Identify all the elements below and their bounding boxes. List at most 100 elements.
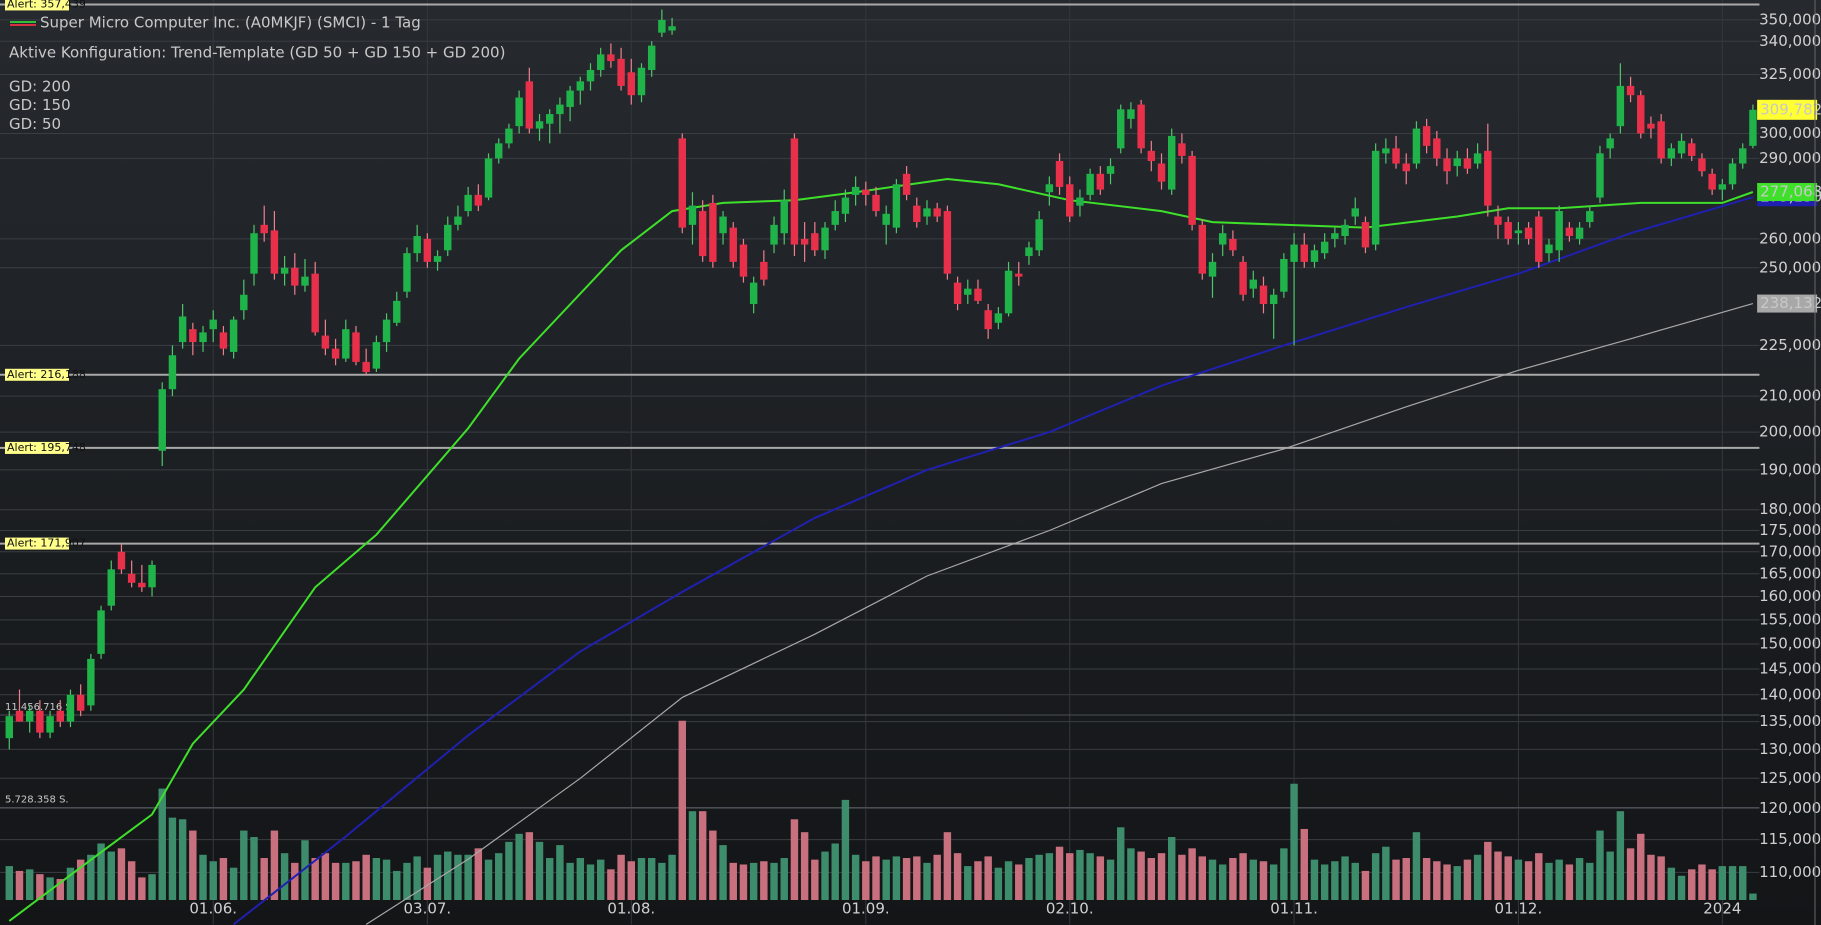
candle-body	[1055, 160, 1064, 187]
volume-bar	[933, 854, 941, 900]
candle-body	[342, 329, 350, 359]
candle-body	[1117, 109, 1125, 149]
volume-bar	[821, 851, 829, 900]
volume-bar	[352, 861, 360, 900]
candle-body	[56, 710, 64, 722]
moving-average-line	[232, 196, 1754, 925]
y-tick-label: 175,000	[1759, 521, 1821, 539]
volume-bar	[872, 856, 880, 900]
volume-bar	[1728, 866, 1737, 900]
candle-body	[209, 319, 217, 330]
volume-bar	[56, 879, 64, 900]
candle-body	[484, 158, 493, 198]
volume-bar	[280, 853, 289, 900]
volume-bar	[403, 862, 411, 900]
candle-body	[617, 58, 625, 86]
volume-bar	[1371, 853, 1380, 900]
chart-title: Super Micro Computer Inc. (A0MKJF) (SMCI…	[40, 14, 421, 32]
volume-bar	[515, 833, 523, 900]
volume-bar	[698, 811, 707, 900]
candle-body	[1402, 163, 1410, 172]
volume-bar	[1433, 861, 1441, 900]
volume-bar	[301, 840, 309, 900]
y-tick-label: 125,000	[1759, 769, 1821, 787]
volume-bar	[454, 854, 462, 900]
candle-body	[1167, 135, 1176, 190]
candle-body	[892, 184, 901, 228]
volume-bar	[647, 858, 656, 900]
candle-body	[1361, 222, 1370, 248]
moving-average-line	[365, 303, 1754, 925]
candle-body	[474, 194, 483, 206]
candle-body	[872, 194, 880, 212]
volume-bar	[1524, 861, 1533, 900]
candle-body	[596, 54, 605, 70]
volume-bar	[1361, 870, 1370, 900]
candle-body	[1545, 244, 1553, 254]
candle-body	[1249, 279, 1258, 289]
candle-body	[250, 233, 258, 274]
candle-body	[1484, 150, 1492, 206]
candle-body	[770, 224, 778, 245]
candle-body	[760, 261, 768, 280]
volume-bar	[1310, 859, 1319, 900]
candle-body	[627, 72, 636, 96]
volume-bar	[1616, 811, 1625, 900]
candle-body	[862, 189, 870, 195]
volume-bar	[127, 861, 136, 900]
candle-body	[780, 200, 788, 234]
candle-body	[923, 208, 931, 217]
volume-bar	[1157, 853, 1166, 900]
candle-body	[321, 335, 330, 349]
candle-body	[729, 227, 737, 262]
candle-body	[311, 273, 319, 333]
candle-body	[46, 716, 54, 733]
y-tick-label: 140,000	[1759, 685, 1821, 703]
candle-body	[1504, 222, 1512, 239]
candle-body	[240, 294, 248, 311]
volume-bar	[1249, 859, 1258, 900]
candle-body	[168, 355, 177, 390]
candle-body	[637, 67, 646, 96]
volume-bar	[1269, 864, 1278, 900]
candle-body	[994, 313, 1003, 323]
candle-body	[1198, 224, 1207, 274]
volume-bar	[1422, 858, 1431, 900]
y-tick-label: 200,000	[1759, 423, 1821, 441]
candle-body	[1433, 138, 1441, 159]
volume-bar	[362, 854, 370, 900]
candle-body	[1229, 238, 1237, 251]
volume-bar	[1688, 869, 1696, 900]
volume-bar	[46, 877, 54, 900]
volume-bar	[1494, 851, 1502, 900]
candle-body	[1667, 148, 1676, 159]
volume-bar	[658, 862, 666, 900]
candle-body	[739, 244, 748, 277]
volume-bar	[566, 862, 574, 900]
candle-body	[1606, 138, 1614, 149]
volume-bar	[1412, 832, 1421, 900]
volume-bar	[688, 811, 697, 900]
candle-body	[158, 389, 166, 451]
volume-bar	[1198, 856, 1207, 900]
legend-entry: GD: 150	[9, 96, 71, 114]
volume-bar	[433, 854, 442, 900]
alert-label: Alert: 357,439	[7, 0, 86, 10]
price-tag-label: 309,782	[1760, 100, 1821, 118]
y-tick-label: 260,000	[1759, 229, 1821, 247]
candle-body	[1269, 294, 1278, 304]
volume-bar	[790, 819, 799, 900]
price-tag	[1757, 294, 1818, 313]
candle-body	[1076, 197, 1084, 206]
volume-bar	[444, 851, 452, 900]
candle-body	[913, 205, 921, 223]
volume-bar	[525, 832, 534, 900]
y-tick-label: 325,000	[1759, 65, 1821, 83]
candle-body	[1494, 216, 1502, 225]
y-tick-label: 120,000	[1759, 799, 1821, 817]
candle-body	[117, 551, 126, 570]
candle-body	[66, 694, 75, 722]
volume-bar	[229, 867, 238, 900]
